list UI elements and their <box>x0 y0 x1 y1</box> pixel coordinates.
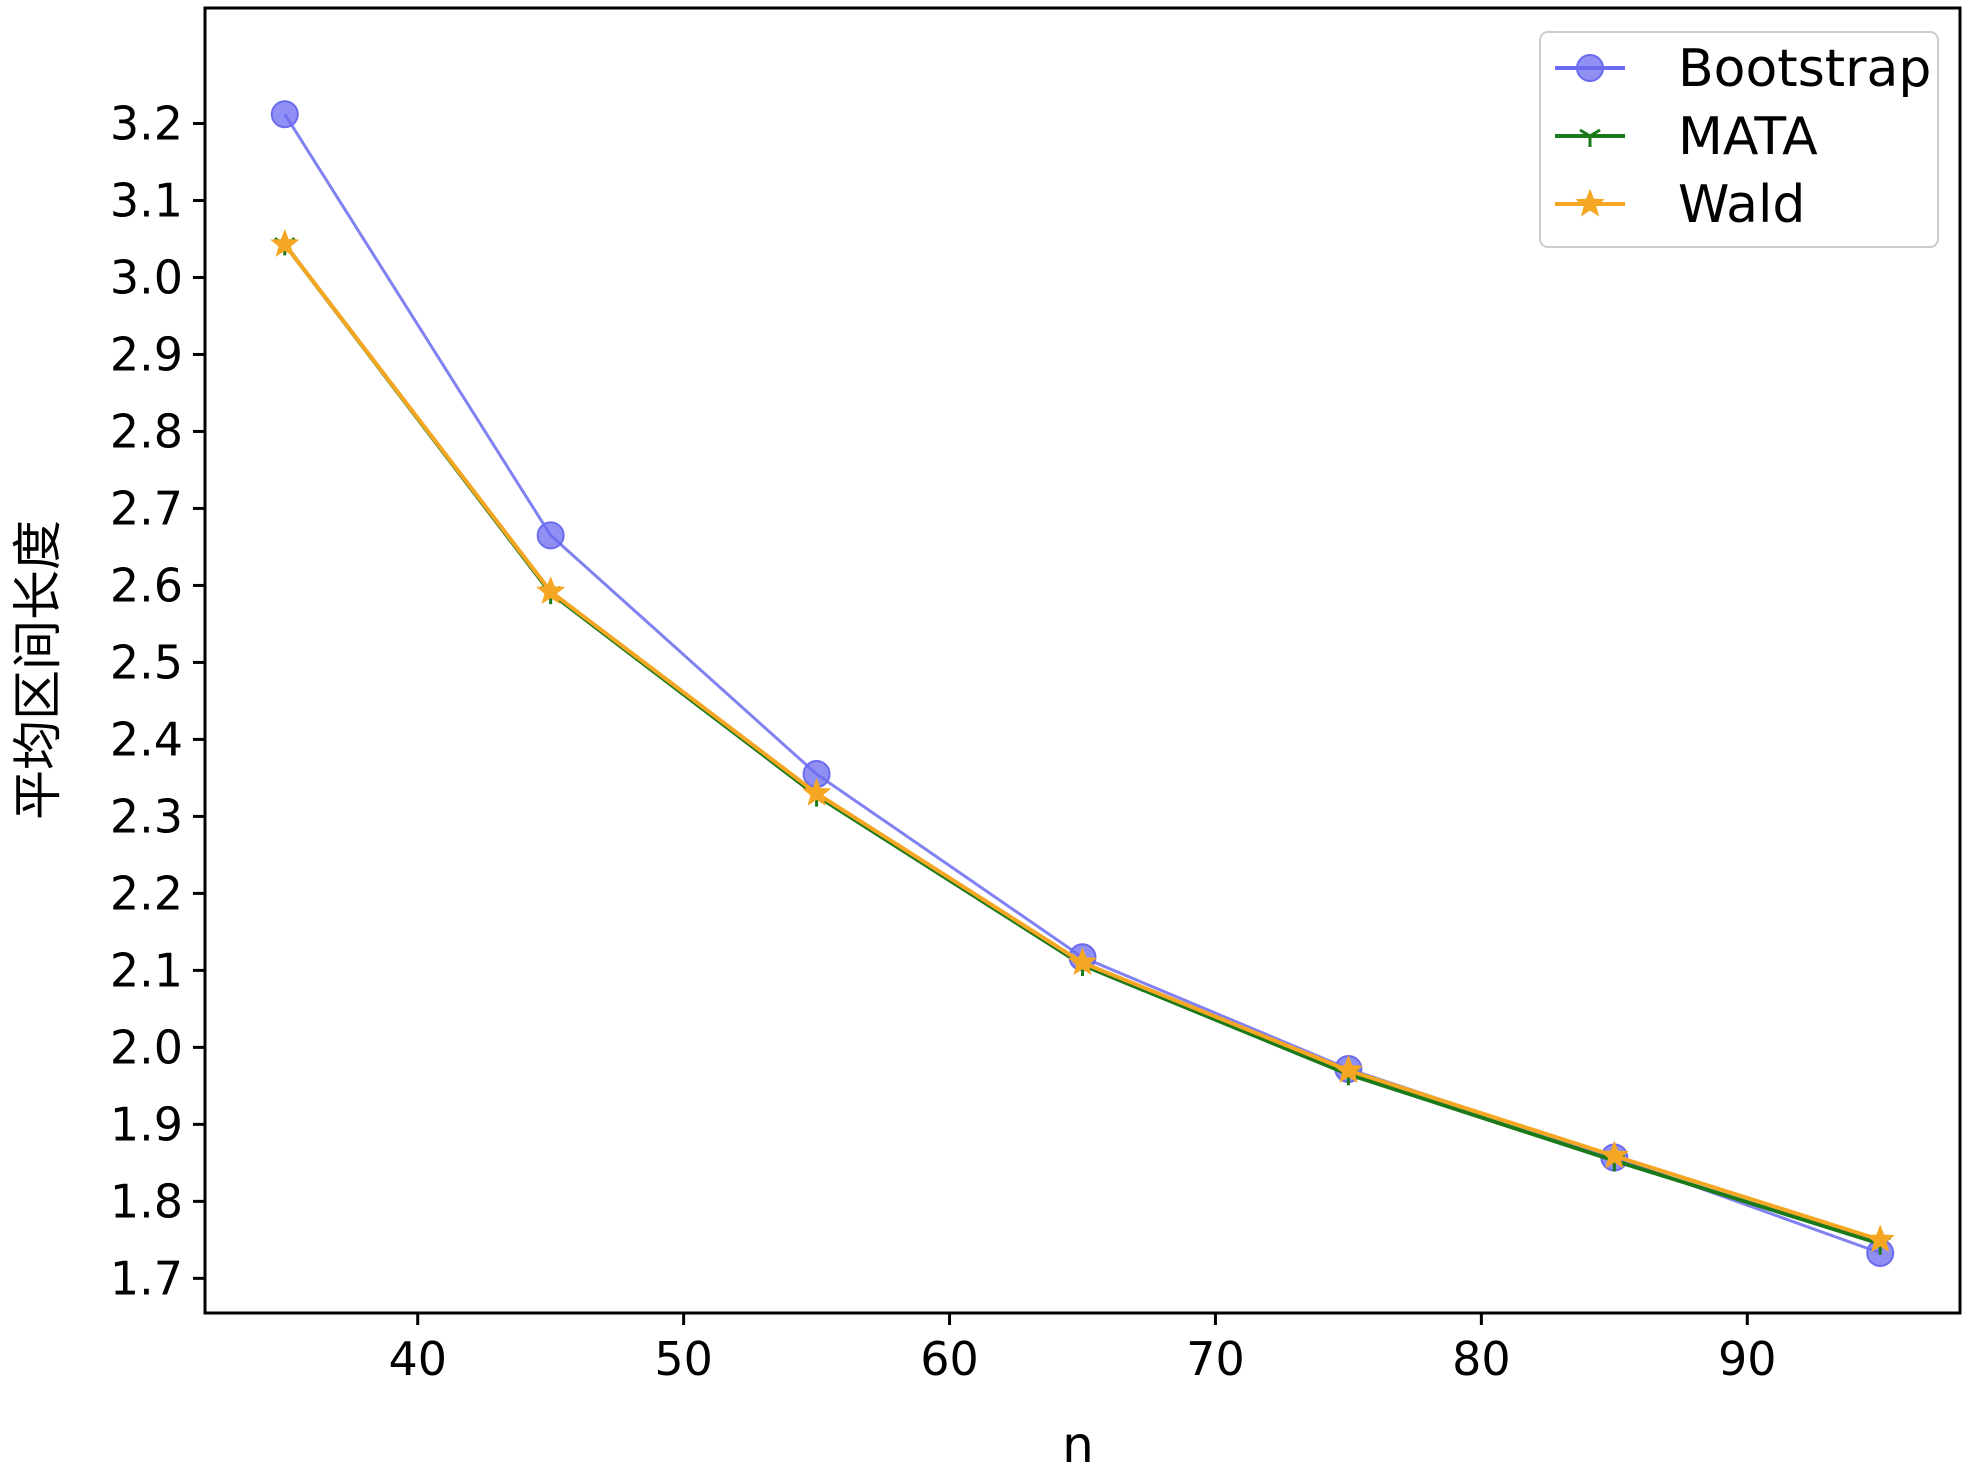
legend-label-mata: MATA <box>1678 107 1818 167</box>
y-tick-label: 3.2 <box>110 96 183 150</box>
y-tick-label: 1.7 <box>110 1251 183 1305</box>
y-tick-label: 2.7 <box>110 481 183 535</box>
x-axis-title: n <box>1062 1416 1094 1467</box>
data-point-wald <box>1865 1224 1895 1253</box>
series-layer <box>270 100 1895 1267</box>
y-tick-label: 3.1 <box>110 173 183 227</box>
data-point-bootstrap <box>536 521 565 550</box>
y-tick-label: 2.0 <box>110 1020 183 1074</box>
y-axis-title: 平均区间长度 <box>9 520 67 820</box>
x-tick-label: 50 <box>654 1332 713 1386</box>
data-point-wald <box>801 777 832 806</box>
series-line-wald <box>283 243 1881 1242</box>
y-tick-label: 2.4 <box>110 712 183 766</box>
legend: Bootstrap MATA Wald <box>1539 31 1939 248</box>
x-tick-label: 60 <box>920 1332 979 1386</box>
data-point-wald <box>270 228 300 257</box>
data-point-wald <box>536 576 566 605</box>
plot-frame <box>203 6 1962 1315</box>
data-point-wald <box>1067 947 1098 976</box>
series-line-bootstrap <box>283 113 1881 1255</box>
y-tick-label: 2.3 <box>110 789 183 843</box>
series-mata <box>274 237 1891 1255</box>
x-tick-label: 40 <box>388 1332 447 1386</box>
data-point-bootstrap <box>270 100 299 129</box>
data-point-wald <box>1333 1055 1364 1083</box>
series-wald <box>270 228 1895 1253</box>
y-tick-label: 2.9 <box>110 327 183 381</box>
legend-box <box>1539 31 1939 248</box>
y-tick-label: 2.5 <box>110 635 183 689</box>
legend-marker-mata <box>1579 128 1601 147</box>
y-tick-label: 3.0 <box>110 250 183 304</box>
legend-entry-mata: MATA <box>1555 107 1818 167</box>
y-tick-label: 2.2 <box>110 866 183 920</box>
x-tick-label: 70 <box>1186 1332 1245 1386</box>
legend-marker-bootstrap <box>1576 54 1604 82</box>
legend-label-wald: Wald <box>1678 175 1805 235</box>
y-tick-label: 2.8 <box>110 404 183 458</box>
legend-label-bootstrap: Bootstrap <box>1678 39 1931 99</box>
legend-marker-wald <box>1575 188 1605 217</box>
x-tick-label: 80 <box>1452 1332 1511 1386</box>
x-axis: 40 50 60 70 80 90 <box>388 1313 1777 1386</box>
series-line-mata <box>283 243 1881 1246</box>
y-tick-label: 2.1 <box>110 943 183 997</box>
data-point-wald <box>1599 1140 1629 1169</box>
legend-entry-bootstrap: Bootstrap <box>1555 39 1931 99</box>
legend-entry-wald: Wald <box>1555 175 1805 235</box>
y-tick-label: 1.9 <box>110 1097 183 1151</box>
y-axis: 1.7 1.8 1.9 2.0 2.1 2.2 2.3 2.4 2.5 2.6 2.7 2.8 2.9 3… <box>110 96 205 1305</box>
series-bootstrap <box>270 100 1895 1267</box>
y-tick-label: 2.6 <box>110 558 183 612</box>
y-tick-label: 1.8 <box>110 1174 183 1228</box>
x-tick-label: 90 <box>1718 1332 1777 1386</box>
